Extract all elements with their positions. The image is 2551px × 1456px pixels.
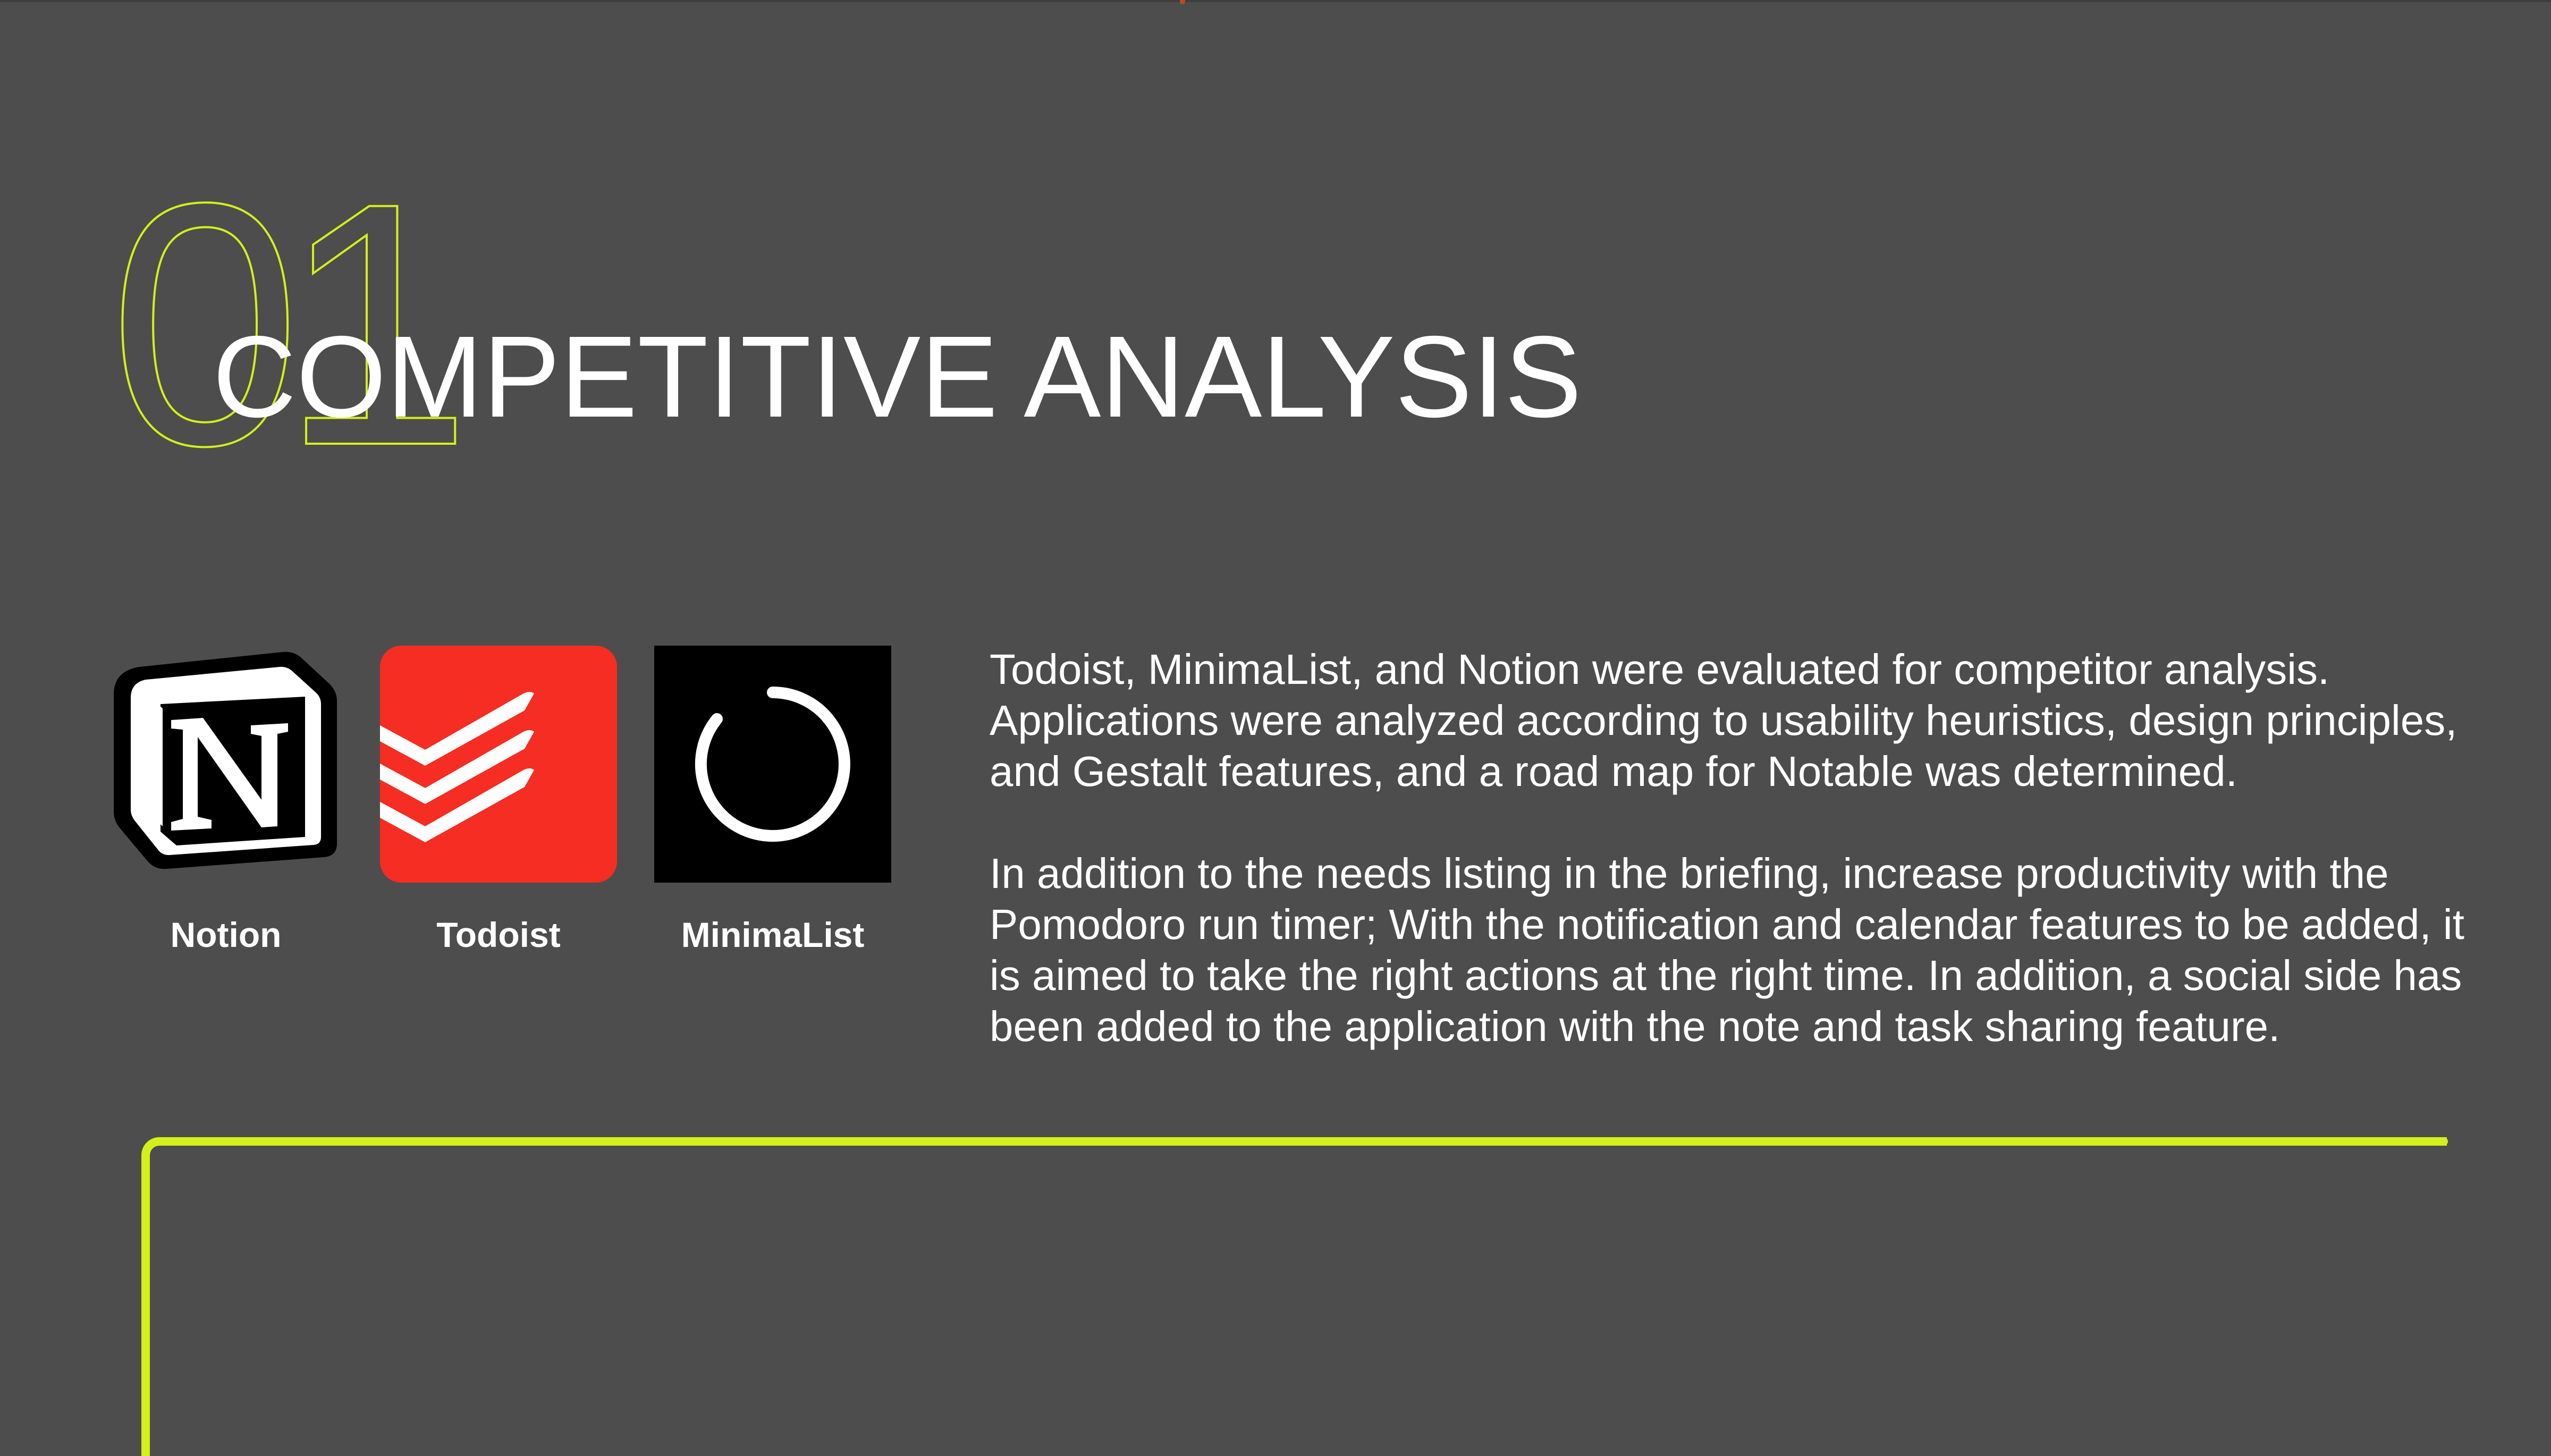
accent-frame-cap [2439, 1137, 2448, 1146]
notion-logo-icon [114, 651, 337, 869]
section-number: 01 [108, 131, 473, 517]
top-divider [0, 0, 2551, 2]
page-title: COMPETITIVE ANALYSIS [213, 312, 1582, 442]
competitor-name-todoist: Todoist [436, 915, 561, 954]
description-paragraph-2: In addition to the needs listing in the … [990, 850, 2464, 1050]
top-accent-marker [1180, 0, 1185, 4]
analysis-description: Todoist, MinimaList, and Notion were eva… [990, 644, 2478, 1103]
description-paragraph-1: Todoist, MinimaList, and Notion were eva… [990, 646, 2457, 795]
todoist-logo-icon [380, 646, 617, 883]
competitor-card-minimalist: MinimaList [653, 646, 892, 956]
accent-frame-line [141, 1137, 2447, 1456]
minimalist-logo-icon [654, 646, 891, 883]
competitor-name-notion: Notion [170, 915, 282, 954]
competitor-card-notion: Notion [106, 646, 345, 956]
competitor-name-minimalist: MinimaList [681, 915, 865, 954]
competitor-card-todoist: Todoist [379, 646, 618, 956]
